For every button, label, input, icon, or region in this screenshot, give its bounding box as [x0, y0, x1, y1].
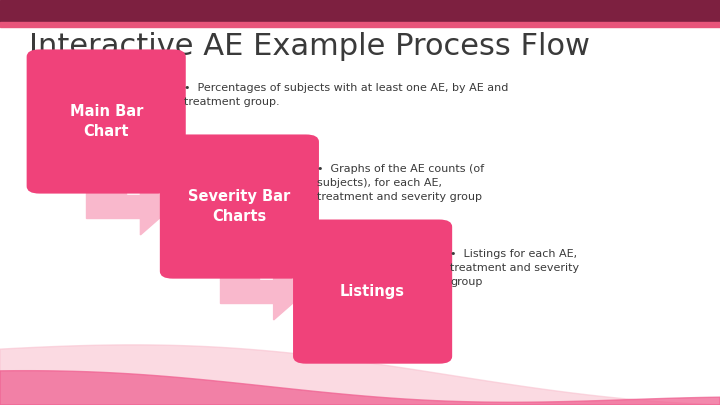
FancyBboxPatch shape — [293, 220, 452, 364]
Text: Interactive AE Example Process Flow: Interactive AE Example Process Flow — [29, 32, 590, 62]
Polygon shape — [86, 196, 140, 218]
Polygon shape — [0, 371, 720, 405]
Polygon shape — [220, 271, 259, 280]
Polygon shape — [220, 280, 274, 303]
Text: Listings: Listings — [340, 284, 405, 299]
Polygon shape — [140, 178, 173, 235]
Bar — [0, 22, 720, 27]
Polygon shape — [86, 186, 126, 196]
Text: Main Bar
Chart: Main Bar Chart — [70, 104, 143, 139]
FancyBboxPatch shape — [160, 134, 319, 279]
Text: •  Graphs of the AE counts (of
subjects), for each AE,
treatment and severity gr: • Graphs of the AE counts (of subjects),… — [317, 164, 484, 202]
Polygon shape — [274, 263, 306, 320]
FancyBboxPatch shape — [27, 49, 186, 194]
Text: •  Listings for each AE,
treatment and severity
group: • Listings for each AE, treatment and se… — [450, 249, 579, 287]
Text: •  Percentages of subjects with at least one AE, by AE and
treatment group.: • Percentages of subjects with at least … — [184, 83, 508, 107]
Polygon shape — [0, 345, 720, 405]
Bar — [0, 0, 720, 22]
Text: Severity Bar
Charts: Severity Bar Charts — [188, 189, 291, 224]
